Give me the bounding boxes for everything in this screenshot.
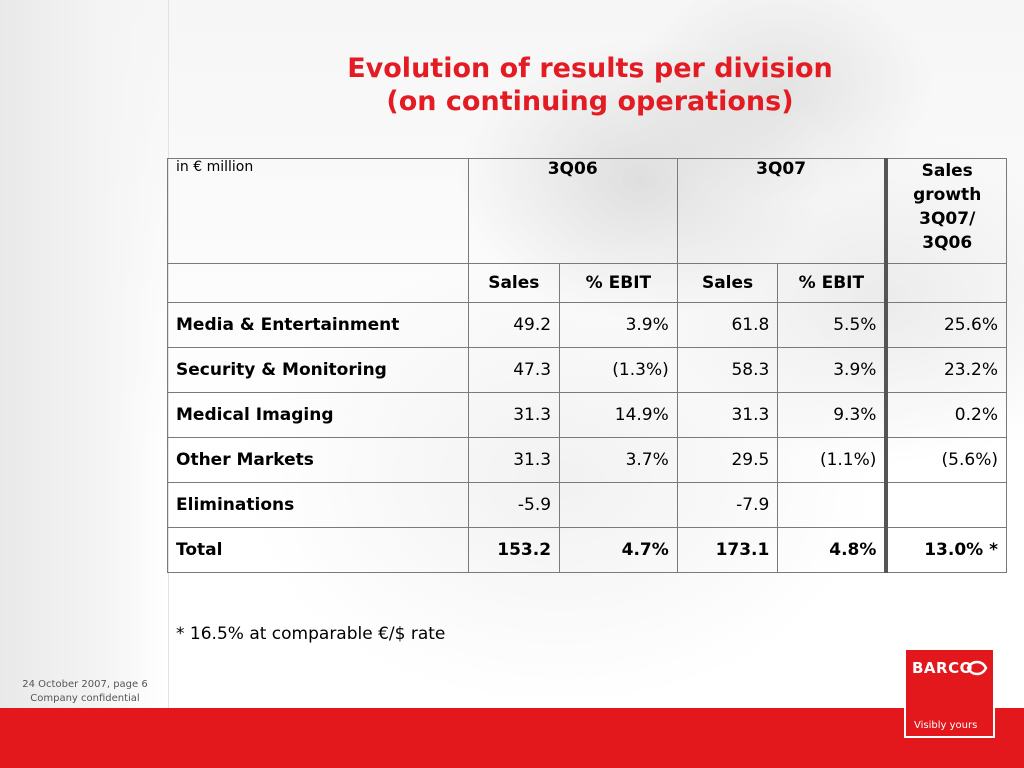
table-row-medical-imaging: Medical Imaging 31.3 14.9% 31.3 9.3% 0.2… (167, 392, 1008, 438)
division-label: Other Markets (167, 437, 469, 483)
division-label: Medical Imaging (167, 392, 469, 438)
sales-3q07-cell: 61.8 (676, 302, 779, 348)
growth-cell: 0.2% (885, 392, 1008, 438)
subheader-sales-3q07: Sales (676, 263, 779, 303)
ebit-3q07-cell: 4.8% (777, 527, 889, 573)
sales-3q07-cell: -7.9 (676, 482, 779, 528)
sales-3q07-cell: 173.1 (676, 527, 779, 573)
ebit-3q06-cell: 3.9% (559, 302, 678, 348)
slide-title: Evolution of results per division (on co… (330, 52, 850, 118)
ebit-3q07-cell: 3.9% (777, 347, 889, 393)
growth-cell: 13.0% * (885, 527, 1008, 573)
results-table: in € million 3Q06 3Q07 Sales growth 3Q07… (167, 158, 1008, 573)
sales-3q07-cell: 31.3 (676, 392, 779, 438)
ebit-3q06-cell: 3.7% (559, 437, 678, 483)
growth-cell (885, 482, 1008, 528)
subheader-ebit-3q07: % EBIT (777, 263, 889, 303)
growth-cell: (5.6%) (885, 437, 1008, 483)
sales-3q06-cell: -5.9 (467, 482, 561, 528)
growth-header-line: 3Q06 (922, 233, 973, 253)
growth-cell: 23.2% (885, 347, 1008, 393)
division-label: Total (167, 527, 469, 573)
division-label: Security & Monitoring (167, 347, 469, 393)
sales-3q06-cell: 49.2 (467, 302, 561, 348)
subheader-sales-3q06: Sales (467, 263, 561, 303)
left-side-band (0, 0, 168, 708)
logo-swoosh-icon (966, 660, 988, 676)
footnote: * 16.5% at comparable €/$ rate (176, 624, 446, 644)
ebit-3q07-cell (777, 482, 889, 528)
sales-3q06-cell: 47.3 (467, 347, 561, 393)
growth-header-line: 3Q07/ (919, 209, 976, 229)
ebit-3q07-cell: (1.1%) (777, 437, 889, 483)
division-label: Eliminations (167, 482, 469, 528)
table-row-security-monitoring: Security & Monitoring 47.3 (1.3%) 58.3 3… (167, 347, 1008, 393)
ebit-3q06-cell: (1.3%) (559, 347, 678, 393)
table-row-eliminations: Eliminations -5.9 -7.9 (167, 482, 1008, 528)
table-row-other-markets: Other Markets 31.3 3.7% 29.5 (1.1%) (5.6… (167, 437, 1008, 483)
header-row-periods: in € million 3Q06 3Q07 Sales growth 3Q07… (167, 158, 1008, 264)
subheader-growth-empty (885, 263, 1008, 303)
ebit-3q07-cell: 5.5% (777, 302, 889, 348)
growth-cell: 25.6% (885, 302, 1008, 348)
ebit-3q06-cell (559, 482, 678, 528)
barco-logo: BARCO Visibly yours (904, 648, 995, 738)
title-line-1: Evolution of results per division (347, 53, 833, 84)
growth-header-line: Sales (921, 161, 973, 181)
sales-3q07-cell: 58.3 (676, 347, 779, 393)
logo-tagline: Visibly yours (914, 720, 978, 731)
footer-confidential: Company confidential (30, 693, 140, 704)
ebit-3q06-cell: 4.7% (559, 527, 678, 573)
unit-label: in € million (167, 158, 469, 264)
sales-3q06-cell: 153.2 (467, 527, 561, 573)
period-header-3q06: 3Q06 (467, 158, 678, 264)
title-line-2: (on continuing operations) (386, 86, 794, 117)
subheader-empty (167, 263, 469, 303)
footer-info: 24 October 2007, page 6 Company confiden… (10, 678, 160, 706)
ebit-3q07-cell: 9.3% (777, 392, 889, 438)
sales-3q06-cell: 31.3 (467, 437, 561, 483)
logo-wordmark: BARCO (912, 659, 973, 677)
ebit-3q06-cell: 14.9% (559, 392, 678, 438)
header-row-metrics: Sales % EBIT Sales % EBIT (167, 263, 1008, 303)
growth-header-line: growth (913, 185, 982, 205)
growth-header: Sales growth 3Q07/ 3Q06 (885, 158, 1008, 264)
table-row-media-entertainment: Media & Entertainment 49.2 3.9% 61.8 5.5… (167, 302, 1008, 348)
footer-date-page: 24 October 2007, page 6 (22, 679, 148, 690)
period-header-3q07: 3Q07 (676, 158, 889, 264)
sales-3q07-cell: 29.5 (676, 437, 779, 483)
division-label: Media & Entertainment (167, 302, 469, 348)
footer-red-band (0, 708, 1024, 768)
sales-3q06-cell: 31.3 (467, 392, 561, 438)
subheader-ebit-3q06: % EBIT (559, 263, 678, 303)
table-row-total: Total 153.2 4.7% 173.1 4.8% 13.0% * (167, 527, 1008, 573)
